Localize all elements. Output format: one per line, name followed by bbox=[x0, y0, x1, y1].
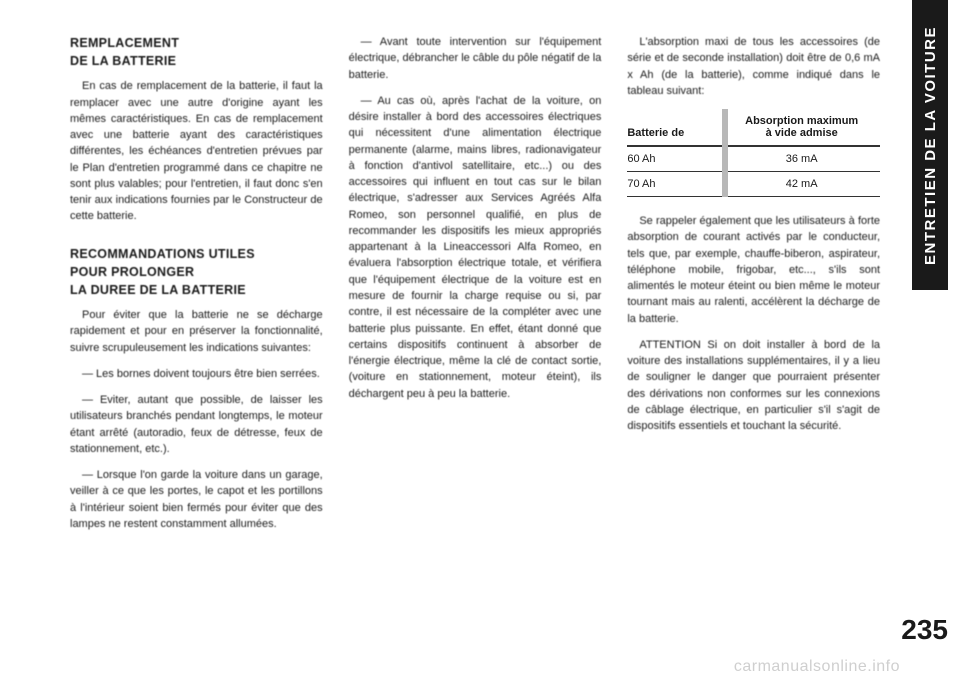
col1-para-3: — Les bornes doivent toujours être bien … bbox=[70, 366, 323, 382]
table-cell-absorption: 36 mA bbox=[723, 153, 880, 165]
col3-para-2: Se rappeler également que les utilisateu… bbox=[627, 213, 880, 327]
column-3: L'absorption maxi de tous les accessoire… bbox=[627, 34, 880, 542]
col3-para-1: L'absorption maxi de tous les accessoire… bbox=[627, 34, 880, 99]
table-cell-battery: 70 Ah bbox=[627, 178, 723, 190]
section-tab: ENTRETIEN DE LA VOITURE bbox=[912, 0, 948, 290]
page-number: 235 bbox=[901, 614, 948, 646]
heading-remplacement: REMPLACEMENTDE LA BATTERIE bbox=[70, 34, 323, 70]
table-body: 60 Ah 36 mA 70 Ah 42 mA bbox=[627, 147, 880, 197]
column-2: — Avant toute intervention sur l'équipem… bbox=[349, 34, 602, 542]
col1-para-2: Pour éviter que la batterie ne se déchar… bbox=[70, 307, 323, 356]
table-row: 60 Ah 36 mA bbox=[627, 147, 880, 172]
watermark-text: carmanualsonline.info bbox=[734, 658, 900, 676]
col1-para-1: En cas de remplacement de la batterie, i… bbox=[70, 78, 323, 224]
col1-para-5: — Lorsque l'on garde la voiture dans un … bbox=[70, 467, 323, 532]
table-header-row: Batterie de Absorption maximumà vide adm… bbox=[627, 109, 880, 147]
col2-para-1: — Avant toute intervention sur l'équipem… bbox=[349, 34, 602, 83]
col1-para-4: — Eviter, autant que possible, de laisse… bbox=[70, 392, 323, 457]
column-1: REMPLACEMENTDE LA BATTERIE En cas de rem… bbox=[70, 34, 323, 542]
table-row: 70 Ah 42 mA bbox=[627, 172, 880, 197]
col2-para-2: — Au cas où, après l'achat de la voiture… bbox=[349, 93, 602, 402]
table-cell-absorption: 42 mA bbox=[723, 178, 880, 190]
table-cell-battery: 60 Ah bbox=[627, 153, 723, 165]
heading-recommandations: RECOMMANDATIONS UTILESPOUR PROLONGERLA D… bbox=[70, 245, 323, 299]
table-header-battery: Batterie de bbox=[627, 127, 723, 139]
content-columns: REMPLACEMENTDE LA BATTERIE En cas de rem… bbox=[70, 34, 880, 542]
table-header-absorption: Absorption maximumà vide admise bbox=[723, 115, 880, 139]
absorption-table: Batterie de Absorption maximumà vide adm… bbox=[627, 109, 880, 197]
page-root: ENTRETIEN DE LA VOITURE 235 carmanualson… bbox=[0, 0, 960, 686]
col3-para-3: ATTENTION Si on doit installer à bord de… bbox=[627, 337, 880, 435]
section-tab-label: ENTRETIEN DE LA VOITURE bbox=[922, 26, 939, 265]
